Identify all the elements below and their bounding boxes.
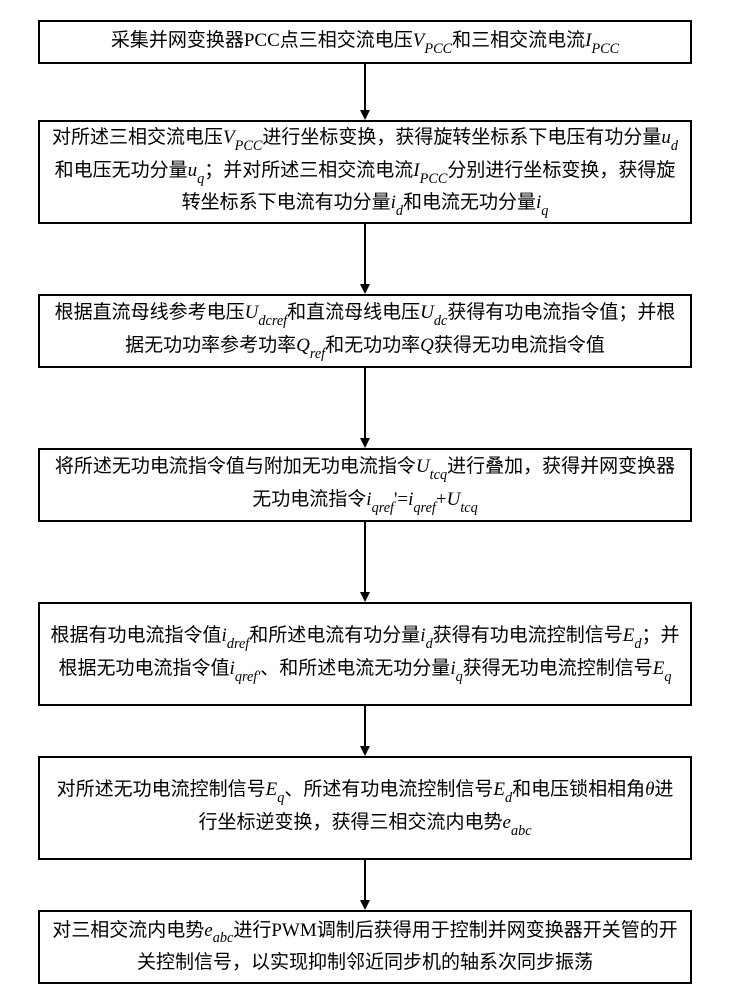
flow-node-text: 将所述无功电流指令值与附加无功电流指令Utcq进行叠加，获得并网变换器无功电流指… [50,452,680,517]
flowchart-canvas: 采集并网变换器PCC点三相交流电压VPCC和三相交流电流IPCC 对所述三相交流电… [0,0,731,1000]
flow-node-text: 根据直流母线参考电压Udcref和直流母线电压Udc获得有功电流指令值；并根据无… [50,298,680,363]
flow-node-n3: 根据直流母线参考电压Udcref和直流母线电压Udc获得有功电流指令值；并根据无… [38,294,692,368]
flow-node-n2: 对所述三相交流电压VPCC进行坐标变换，获得旋转坐标系下电压有功分量ud和电压无… [38,120,692,224]
flow-node-text: 根据有功电流指令值idref和所述电流有功分量id获得有功电流控制信号Ed；并根… [50,621,680,686]
flow-node-n1: 采集并网变换器PCC点三相交流电压VPCC和三相交流电流IPCC [38,20,692,64]
flow-node-n4: 将所述无功电流指令值与附加无功电流指令Utcq进行叠加，获得并网变换器无功电流指… [38,448,692,522]
flow-node-text: 对所述三相交流电压VPCC进行坐标变换，获得旋转坐标系下电压有功分量ud和电压无… [50,123,680,221]
flow-node-text: 对所述无功电流控制信号Eq、所述有功电流控制信号Ed和电压锁相相角θ进行坐标逆变… [50,775,680,840]
flow-node-n5: 根据有功电流指令值idref和所述电流有功分量id获得有功电流控制信号Ed；并根… [38,602,692,706]
flow-node-n6: 对所述无功电流控制信号Eq、所述有功电流控制信号Ed和电压锁相相角θ进行坐标逆变… [38,756,692,860]
flow-node-text: 对三相交流内电势eabc进行PWM调制后获得用于控制并网变换器开关管的开关控制信… [50,916,680,979]
flow-node-n7: 对三相交流内电势eabc进行PWM调制后获得用于控制并网变换器开关管的开关控制信… [38,910,692,984]
flow-node-text: 采集并网变换器PCC点三相交流电压VPCC和三相交流电流IPCC [50,26,680,59]
